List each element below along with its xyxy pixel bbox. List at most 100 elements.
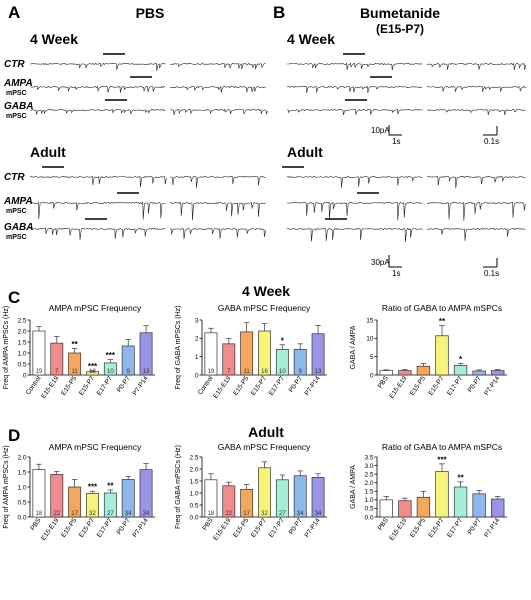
trace-row-4-col-1-long (287, 201, 423, 221)
y-tick-label: 15 (366, 317, 374, 324)
bar-charts: AMPA mPSC Frequency Freq of AMPA mPSCs (H… (3, 303, 507, 542)
x-tick-label: E15-E19 (388, 375, 408, 400)
scale-amp-adult: 30pA (371, 258, 390, 267)
y-tick-label: 2 (195, 336, 199, 343)
y-tick-label: 1.5 (364, 489, 373, 496)
bar-pbs (32, 469, 46, 518)
y-tick-label: 0 (370, 372, 374, 379)
x-tick-label: E15-P7 (250, 517, 268, 539)
trace-row-0-col-1-long (287, 62, 423, 71)
sample-size-label: 13 (143, 369, 150, 375)
group-label-a-4week: 4 Week (30, 31, 78, 47)
row-sublabel-gaba-4week: mPSC (6, 113, 27, 120)
x-tick-label: P0-P7 (116, 517, 132, 536)
chart-title: GABA mPSC Frequency (218, 303, 311, 313)
significance-marker: ** (72, 340, 79, 349)
scale-time-long-adult: 1s (392, 269, 400, 278)
y-axis-label: Freq of GABA mPSCs (Hz) (175, 445, 182, 529)
trace-row-3-col-1-short (426, 175, 526, 189)
bar-e15-p5 (416, 496, 431, 518)
x-tick-label: P0-P7 (288, 517, 304, 536)
bar-e15-p7 (435, 335, 449, 376)
panel-b-subtitle: (E15-P7) (376, 22, 424, 36)
x-tick-label: P0-P7 (288, 375, 304, 394)
x-tick-label: P7-P14 (483, 375, 501, 397)
y-tick-label: 1.0 (189, 490, 198, 497)
x-tick-label: P7-P14 (483, 517, 501, 539)
sample-size-label: 34 (125, 511, 132, 517)
x-tick-label: E15-P5 (232, 517, 250, 539)
sample-size-label: 32 (89, 511, 96, 517)
y-tick-label: 2.5 (364, 471, 373, 478)
y-tick-label: 1 (195, 354, 199, 361)
sample-size-label: 13 (315, 369, 322, 375)
y-axis-label: Freq of AMPA mPSCs (Hz) (3, 445, 10, 529)
panel-letter-c: C (8, 288, 20, 307)
sample-size-label: 17 (243, 511, 250, 517)
trace-row-5-col-0-short (169, 227, 266, 240)
x-tick-label: Control (197, 375, 215, 397)
y-tick-label: 1.0 (17, 484, 26, 491)
significance-marker: *** (106, 351, 116, 360)
trace-row-3-col-0-short (169, 175, 266, 188)
x-tick-label: E17-P7 (96, 375, 114, 397)
y-tick-label: 0 (23, 372, 27, 379)
group-label-b-4week: 4 Week (287, 31, 335, 47)
y-tick-label: 10 (366, 336, 374, 343)
y-tick-label: 0.5 (189, 502, 198, 509)
x-tick-label: P0-P7 (467, 517, 483, 536)
chart-d1: AMPA mPSC Frequency Freq of AMPA mPSCs (H… (3, 442, 155, 542)
sample-size-label: 11 (244, 369, 251, 375)
sample-size-label: 34 (297, 511, 304, 517)
sample-size-label: 22 (225, 511, 232, 517)
trace-row-0-col-0-short (169, 62, 266, 70)
y-tick-label: 0.0 (364, 514, 373, 521)
trace-row-3-col-1-long (286, 175, 423, 188)
x-tick-label: E15-E19 (40, 375, 60, 400)
x-tick-label: E15-P7 (78, 517, 96, 539)
chart-c1: AMPA mPSC Frequency Freq of AMPA mPSCs (H… (3, 303, 155, 400)
x-tick-label: P7-P14 (304, 375, 322, 397)
trace-row-5-col-0-long (29, 227, 166, 241)
y-tick-label: 2.0 (17, 328, 26, 335)
sample-size-label: 7 (227, 369, 231, 375)
x-tick-label: PBS (29, 517, 43, 532)
row-label-ctr-adult: CTR (4, 172, 25, 183)
sample-size-label: 22 (53, 511, 60, 517)
sample-size-label: 11 (72, 369, 79, 375)
row-sublabel-ampa-adult: mPSC (6, 208, 27, 215)
x-tick-label: E15-P5 (409, 375, 427, 397)
trace-row-1-col-0-short (169, 85, 266, 93)
bar-p7-p14 (139, 469, 153, 518)
y-tick-label: 0.5 (364, 506, 373, 513)
x-tick-label: E15-P5 (60, 375, 78, 397)
bar-e17-p7 (453, 365, 468, 376)
bar-e15-p5 (416, 365, 431, 376)
y-tick-label: 1.0 (17, 350, 26, 357)
chart-d2: GABA mPSC Frequency Freq of GABA mPSCs (H… (175, 442, 327, 542)
x-tick-label: E15-P7 (427, 517, 445, 539)
significance-marker: * (281, 336, 285, 345)
chart-c3: Ratio of GABA to AMPA mSPCs GABA / AMPA 0 5… (350, 303, 507, 400)
bar-p7-p14 (491, 370, 505, 376)
significance-marker: *** (88, 362, 98, 371)
x-tick-label: E17-P7 (446, 375, 464, 397)
x-tick-label: E17-P7 (268, 517, 286, 539)
y-tick-label: 3.5 (364, 454, 373, 461)
trace-row-4-col-1-short (426, 201, 526, 221)
y-tick-label: 1.5 (189, 478, 198, 485)
bar-e15-e19 (398, 370, 412, 376)
y-tick-label: 0.0 (17, 514, 26, 521)
y-tick-label: 5 (370, 354, 374, 361)
scale-bar-adult (388, 255, 498, 268)
y-tick-label: 0.5 (17, 361, 26, 368)
bar-pbs (379, 499, 393, 518)
y-tick-label: 1.0 (364, 497, 373, 504)
significance-marker: ** (107, 482, 114, 491)
trace-row-5-col-1-short (426, 227, 526, 241)
chart-title: AMPA mPSC Frequency (49, 442, 142, 452)
y-axis-label: Freq of GABA mPSCs (Hz) (175, 305, 182, 389)
sample-size-label: 10 (107, 369, 114, 375)
sample-size-label: 12 (89, 369, 96, 375)
